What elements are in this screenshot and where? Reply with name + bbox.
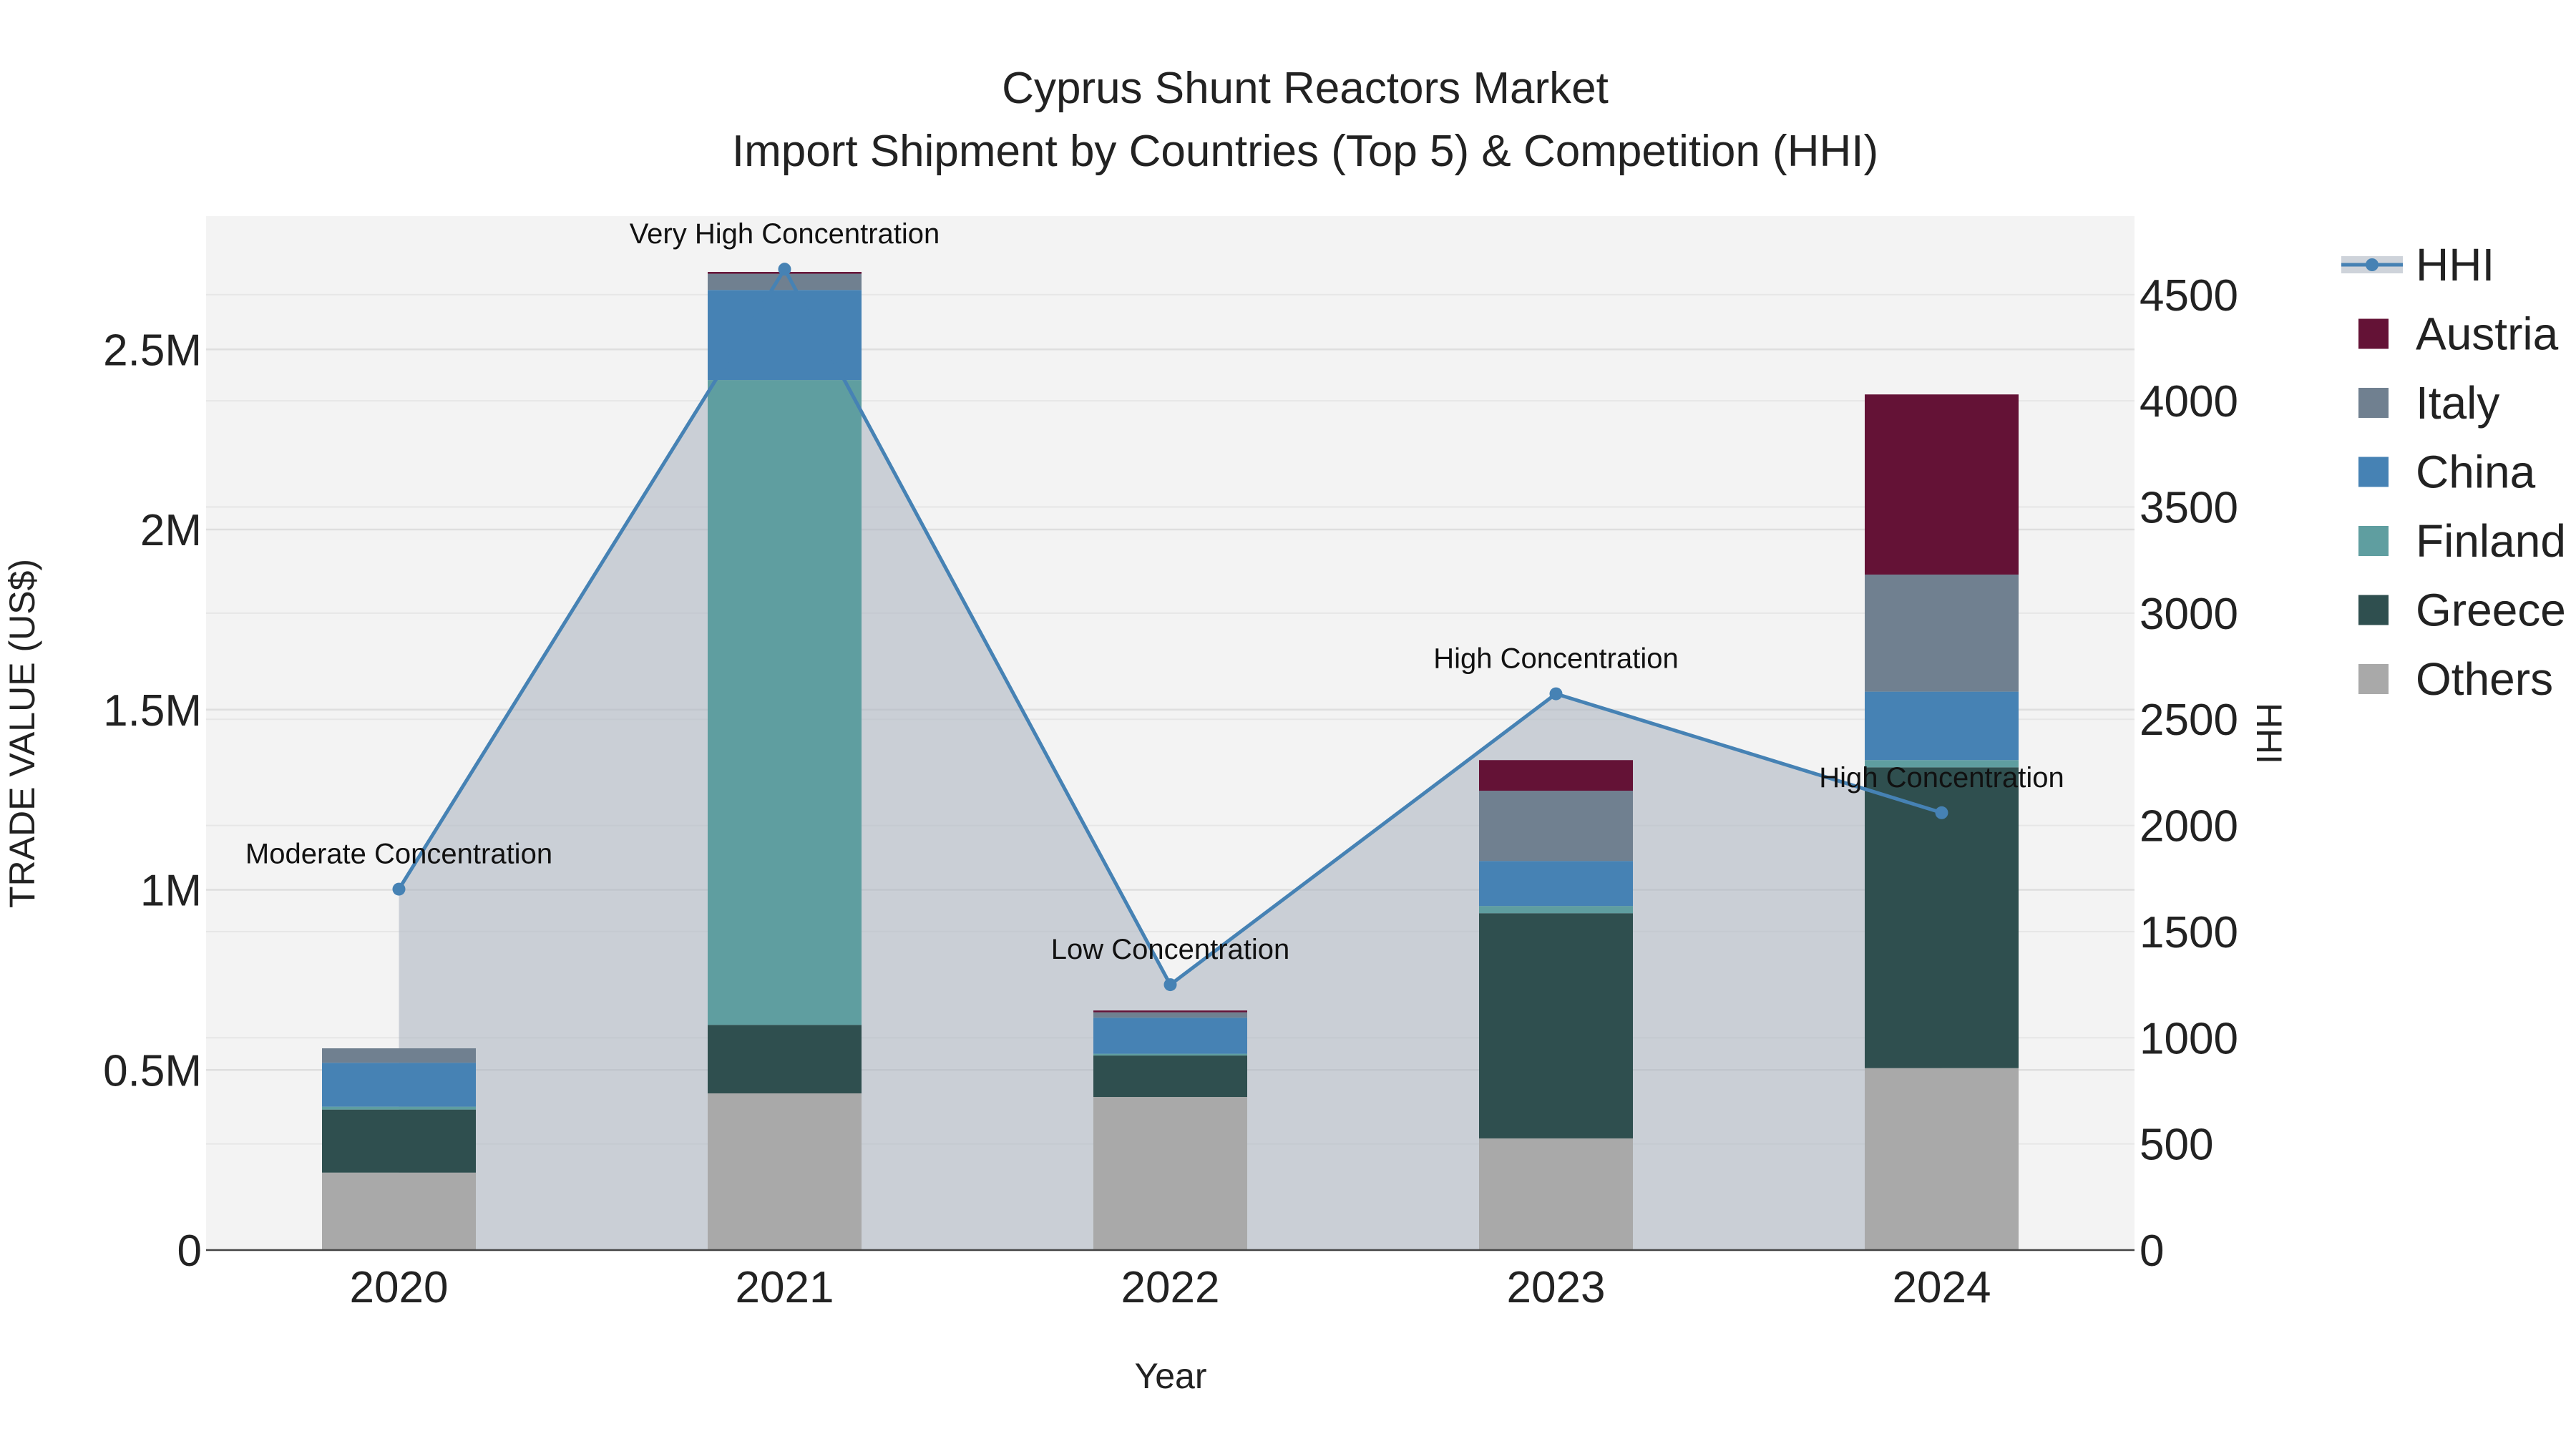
bar-others-2022 <box>1093 1097 1247 1250</box>
y-tick-label: 1M <box>140 867 202 916</box>
legend-label-austria: Austria <box>2416 308 2559 360</box>
bar-finland-2023 <box>1479 906 1633 914</box>
y2-tick-label: 0 <box>2140 1226 2164 1276</box>
hhi-label-2020: Moderate Concentration <box>245 839 552 870</box>
bar-finland-2024 <box>1865 760 2019 768</box>
x-axis-ticks: 2020 2021 2022 2023 2024 <box>350 1263 1991 1312</box>
y2-tick-label: 4000 <box>2140 377 2238 426</box>
x-tick-label: 2022 <box>1121 1263 1220 1312</box>
y2-tick-label: 1500 <box>2140 908 2238 957</box>
y2-axis-ticks: 0 500 1000 1500 2000 2500 3000 3500 4000 4500 <box>2140 271 2238 1276</box>
y2-tick-label: 3500 <box>2140 483 2238 532</box>
y-tick-label: 1.5M <box>103 686 202 736</box>
legend-label-hhi: HHI <box>2416 239 2494 291</box>
bar-finland-2022 <box>1093 1053 1247 1056</box>
bar-china-2020 <box>322 1063 476 1107</box>
x-tick-label: 2021 <box>736 1263 834 1312</box>
bar-china-2022 <box>1093 1018 1247 1054</box>
bar-austria-2022 <box>1093 1010 1247 1013</box>
hhi-point-2021 <box>778 263 791 276</box>
legend-swatch-finland <box>2358 526 2389 556</box>
hhi-label-2022: Low Concentration <box>1051 934 1290 965</box>
bar-china-2024 <box>1865 691 2019 761</box>
chart-title: Cyprus Shunt Reactors Market <box>1002 64 1609 113</box>
bar-italy-2021 <box>708 273 862 291</box>
legend-label-china: China <box>2416 447 2536 498</box>
hhi-points <box>392 263 1948 992</box>
bar-austria-2023 <box>1479 760 1633 791</box>
legend-label-finland: Finland <box>2416 515 2566 567</box>
hhi-labels: Moderate Concentration Very High Concentr… <box>245 218 2064 965</box>
bar-china-2023 <box>1479 861 1633 907</box>
hhi-label-2023: High Concentration <box>1433 643 1678 675</box>
bar-italy-2023 <box>1479 791 1633 862</box>
y2-axis-title: HHI <box>2249 703 2289 764</box>
y2-tick-label: 500 <box>2140 1121 2213 1170</box>
y2-tick-label: 3000 <box>2140 590 2238 639</box>
x-tick-label: 2020 <box>350 1263 449 1312</box>
bar-greece-2021 <box>708 1025 862 1093</box>
legend-label-italy: Italy <box>2416 377 2499 429</box>
y-axis-ticks: 0 0.5M 1M 1.5M 2M 2.5M <box>103 326 202 1276</box>
legend-swatch-china <box>2358 457 2389 487</box>
bar-others-2020 <box>322 1172 476 1250</box>
hhi-point-2023 <box>1549 687 1563 701</box>
y-tick-label: 2M <box>140 506 202 555</box>
x-axis-title: Year <box>1134 1356 1206 1396</box>
legend-swatch-austria <box>2358 318 2389 349</box>
legend-swatch-others <box>2358 664 2389 694</box>
y2-tick-label: 1000 <box>2140 1014 2238 1063</box>
legend-label-greece: Greece <box>2416 585 2566 636</box>
legend-swatch-greece <box>2358 595 2389 625</box>
legend: HHI Austria Italy China Finland Greece Others <box>2341 239 2566 705</box>
x-tick-label: 2023 <box>1507 1263 1606 1312</box>
hhi-point-2020 <box>392 882 406 896</box>
hhi-point-2024 <box>1935 806 1948 819</box>
y2-tick-label: 4500 <box>2140 271 2238 321</box>
y-axis-title: TRADE VALUE (US$) <box>2 559 42 908</box>
y-tick-label: 0 <box>177 1226 202 1276</box>
hhi-point-2022 <box>1163 978 1177 992</box>
x-tick-label: 2024 <box>1893 1263 1991 1312</box>
bar-others-2023 <box>1479 1138 1633 1250</box>
hhi-label-2024: High Concentration <box>1819 762 2064 794</box>
bar-finland-2020 <box>322 1106 476 1110</box>
hhi-label-2021: Very High Concentration <box>630 218 940 250</box>
bars <box>322 272 2019 1250</box>
bar-greece-2023 <box>1479 913 1633 1138</box>
legend-label-others: Others <box>2416 653 2553 705</box>
y-tick-label: 2.5M <box>103 326 202 375</box>
bar-finland-2021 <box>708 380 862 1025</box>
bar-austria-2024 <box>1865 394 2019 575</box>
legend-swatch-italy <box>2358 388 2389 418</box>
y2-tick-label: 2000 <box>2140 802 2238 852</box>
y-tick-label: 0.5M <box>103 1046 202 1096</box>
y2-tick-label: 2500 <box>2140 696 2238 745</box>
bar-others-2021 <box>708 1093 862 1250</box>
bar-italy-2020 <box>322 1048 476 1063</box>
bar-greece-2022 <box>1093 1055 1247 1098</box>
legend-hhi-swatch-point <box>2366 258 2379 271</box>
bar-others-2024 <box>1865 1068 2019 1250</box>
chart-subtitle: Import Shipment by Countries (Top 5) & C… <box>732 127 1878 176</box>
bar-italy-2024 <box>1865 574 2019 692</box>
bar-greece-2020 <box>322 1109 476 1173</box>
bar-italy-2022 <box>1093 1012 1247 1018</box>
